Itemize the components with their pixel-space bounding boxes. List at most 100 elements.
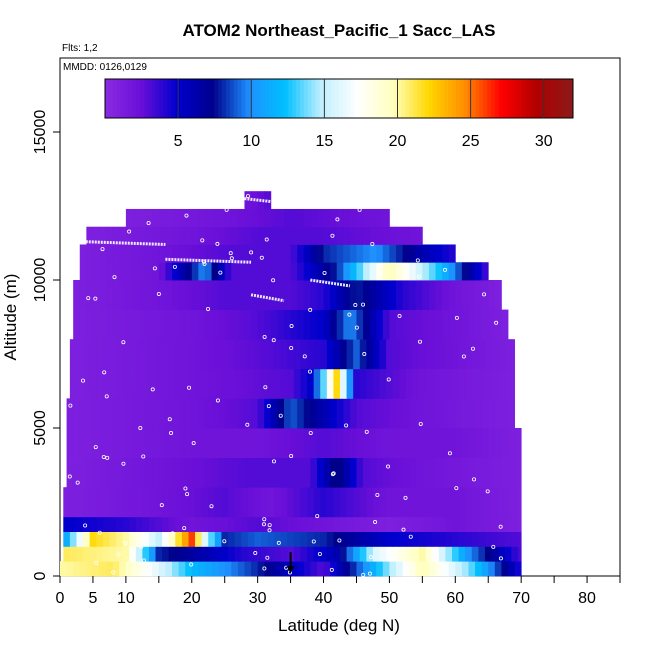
heat-cell: [356, 309, 364, 340]
sample-point: [289, 454, 294, 459]
heat-cell: [484, 516, 492, 532]
heat-cell: [389, 226, 397, 245]
heat-cell: [412, 531, 420, 547]
heat-cell: [468, 561, 476, 577]
heat-cell: [148, 368, 156, 399]
heat-cell: [435, 457, 443, 488]
heat-cell: [112, 226, 120, 245]
heat-cell: [224, 398, 232, 429]
heat-cell: [287, 487, 295, 518]
heat-cell: [102, 339, 110, 370]
heat-cell: [438, 339, 446, 370]
colorbar-segment: [467, 79, 473, 118]
sample-point: [222, 539, 227, 544]
heat-cell: [284, 457, 291, 488]
sample-point: [362, 352, 367, 357]
heat-cell: [228, 339, 235, 370]
heat-cell: [336, 398, 344, 429]
heat-cell: [517, 516, 522, 532]
heat-cell: [307, 487, 315, 518]
heat-cell: [369, 309, 377, 340]
heat-cell: [99, 280, 107, 310]
sample-point: [271, 338, 276, 343]
colorbar-segment: [545, 79, 551, 118]
heat-cell: [313, 531, 321, 547]
heat-cell: [458, 487, 466, 518]
heat-cell: [297, 309, 305, 340]
heat-cell: [168, 368, 176, 399]
heat-cell: [297, 428, 305, 458]
colorbar-segment: [432, 79, 437, 118]
heat-cell: [498, 516, 506, 532]
heat-cell: [132, 280, 140, 310]
sample-point: [442, 267, 447, 272]
heat-cell: [145, 208, 153, 228]
heat-cell: [195, 516, 203, 532]
heat-cell: [152, 262, 160, 281]
sample-point: [201, 259, 206, 264]
heat-cell: [290, 244, 298, 263]
heat-cell: [274, 531, 282, 547]
heat-cell: [260, 531, 268, 547]
heat-cell: [129, 516, 137, 532]
heat-cell: [475, 280, 483, 310]
heat-cell: [168, 487, 176, 518]
heat-cell: [264, 457, 272, 488]
sample-point: [75, 480, 80, 485]
heat-cell: [270, 280, 278, 310]
heat-cell: [511, 546, 519, 562]
heat-cell: [369, 262, 377, 281]
heat-cell: [399, 531, 407, 547]
heat-cell: [175, 368, 183, 399]
colorbar-segment: [288, 79, 293, 118]
heat-cell: [165, 280, 173, 310]
heat-cell: [409, 280, 417, 310]
heat-cell: [270, 244, 278, 263]
heat-cell: [234, 368, 242, 399]
heat-cell: [359, 531, 367, 547]
heat-cell: [125, 561, 133, 577]
heat-cell: [86, 244, 94, 263]
colorbar-tick-label: 30: [535, 133, 553, 150]
heat-cell: [211, 428, 219, 458]
sample-point: [375, 492, 380, 497]
heat-cell: [504, 546, 512, 562]
colorbar-segment: [124, 79, 129, 118]
heat-cell: [264, 226, 272, 245]
heat-cell: [402, 244, 410, 263]
heat-cell: [428, 244, 436, 263]
colorbar-segment: [183, 79, 188, 118]
heat-cell: [290, 457, 298, 488]
heat-cell: [69, 368, 77, 399]
heat-cell: [244, 561, 252, 577]
heat-cell: [349, 428, 357, 458]
heat-cell: [165, 244, 173, 263]
heat-cell: [175, 531, 183, 547]
heat-cell: [310, 309, 318, 340]
heat-cell: [484, 546, 492, 562]
heat-cell: [211, 457, 219, 488]
heat-cell: [92, 280, 100, 310]
sample-point: [169, 431, 174, 436]
heat-cell: [287, 516, 295, 532]
heat-cell: [237, 280, 245, 310]
colorbar-segment: [553, 79, 558, 118]
heat-cell: [488, 309, 496, 340]
heat-cell: [132, 226, 140, 245]
heat-cell: [96, 339, 104, 370]
heat-cell: [465, 487, 473, 518]
sample-point: [264, 237, 269, 242]
heat-cell: [376, 280, 384, 310]
heat-cell: [428, 398, 436, 429]
sample-point: [259, 255, 264, 260]
heat-cell: [145, 262, 153, 281]
heat-cell: [152, 457, 160, 488]
heat-cell: [195, 546, 203, 562]
heat-cell: [419, 546, 427, 562]
heat-cell: [86, 280, 94, 310]
heat-cell: [280, 546, 288, 562]
heat-cell: [498, 546, 506, 562]
heat-cell: [191, 457, 199, 488]
heat-cell: [376, 398, 384, 429]
heat-cell: [396, 244, 403, 263]
